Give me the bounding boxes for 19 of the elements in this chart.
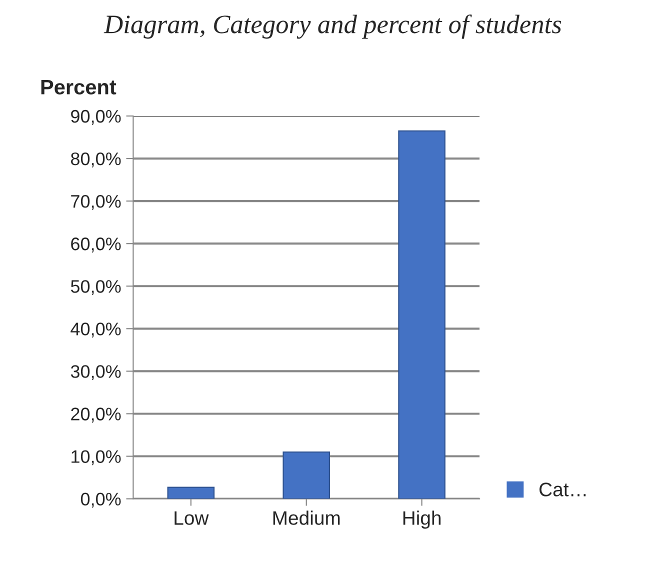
y-axis-title: Percent xyxy=(41,80,116,94)
y-tick-label: 80,0% xyxy=(70,152,121,168)
legend-label: Cat… xyxy=(540,482,586,496)
y-tick-label: 20,0% xyxy=(71,408,121,423)
x-tick-label: High xyxy=(403,510,441,529)
y-tick-label: 90,0% xyxy=(71,110,121,125)
x-tick-label: Medium xyxy=(273,510,340,525)
bar xyxy=(167,486,215,499)
y-tick-label: 40,0% xyxy=(70,322,121,338)
y-tick-label: 60,0% xyxy=(71,238,121,252)
y-tick-label: 0,0% xyxy=(80,492,121,508)
chart-title: Diagram, Category and percent of students xyxy=(104,14,562,39)
x-tick-label: Low xyxy=(174,511,209,525)
bar xyxy=(398,130,446,499)
y-tick-label: 10,0% xyxy=(72,450,121,466)
bar xyxy=(282,451,330,499)
y-tick-label: 50,0% xyxy=(70,280,121,295)
y-tick-label: 30,0% xyxy=(70,365,121,380)
y-tick-label: 70,0% xyxy=(71,195,121,210)
